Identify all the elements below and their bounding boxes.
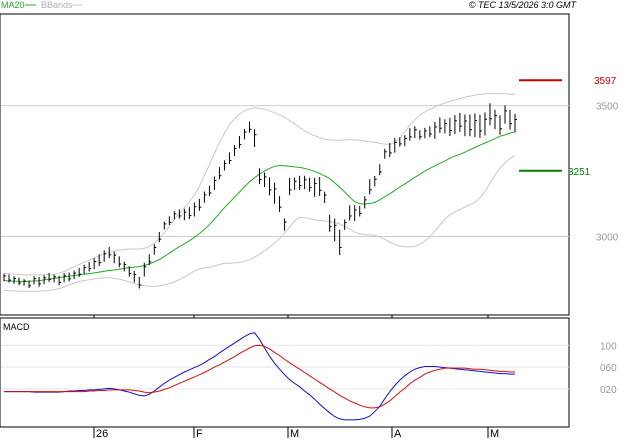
x-tick-label: 26 — [96, 428, 108, 440]
macd-polyline — [4, 332, 515, 421]
macd-tick-label: 060 — [600, 363, 617, 374]
x-tick-label: M — [290, 428, 299, 440]
bbands-lower-line — [3, 155, 516, 292]
support-label: 3251 — [568, 167, 591, 178]
resistance-label: 3597 — [594, 76, 617, 87]
x-tick-label: A — [394, 428, 402, 440]
bollinger-bands — [3, 93, 516, 292]
x-tick-label: M — [490, 428, 499, 440]
price-panel-frame — [0, 13, 570, 316]
ma20-line — [3, 131, 516, 283]
support-resistance-levels: 3597 3251 — [519, 76, 617, 178]
x-tick-label: F — [196, 428, 203, 440]
macd-panel-frame — [0, 317, 570, 428]
macd-tick-label: 100 — [600, 341, 617, 352]
bbands-upper-line — [3, 93, 516, 276]
price-tick-label: 3500 — [596, 102, 619, 113]
legend-ma20: MA20 — [1, 0, 25, 10]
ma20-polyline — [3, 131, 516, 283]
axis-labels: 3000 3500 100 060 020 26 F M A M — [96, 102, 619, 440]
legend-bbands: BBands — [41, 0, 73, 10]
macd-lines — [4, 332, 515, 421]
macd-panel-label: MACD — [3, 322, 30, 332]
grid-layer — [1, 105, 569, 438]
price-tick-label: 3000 — [596, 232, 619, 243]
signal-polyline — [4, 344, 515, 409]
copyright-notice: © TEC 13/5/2026 3:0 GMT — [469, 0, 578, 10]
macd-tick-label: 020 — [600, 385, 617, 396]
price-bars — [3, 103, 518, 289]
